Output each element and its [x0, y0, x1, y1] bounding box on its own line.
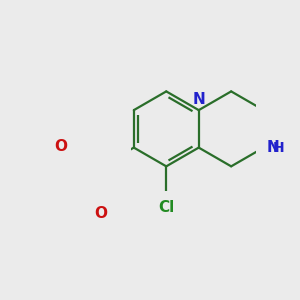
Text: O: O — [94, 206, 107, 221]
Text: N: N — [266, 140, 279, 155]
Text: Cl: Cl — [158, 200, 174, 215]
Text: O: O — [55, 140, 68, 154]
Text: H: H — [273, 141, 285, 155]
Text: N: N — [192, 92, 205, 106]
